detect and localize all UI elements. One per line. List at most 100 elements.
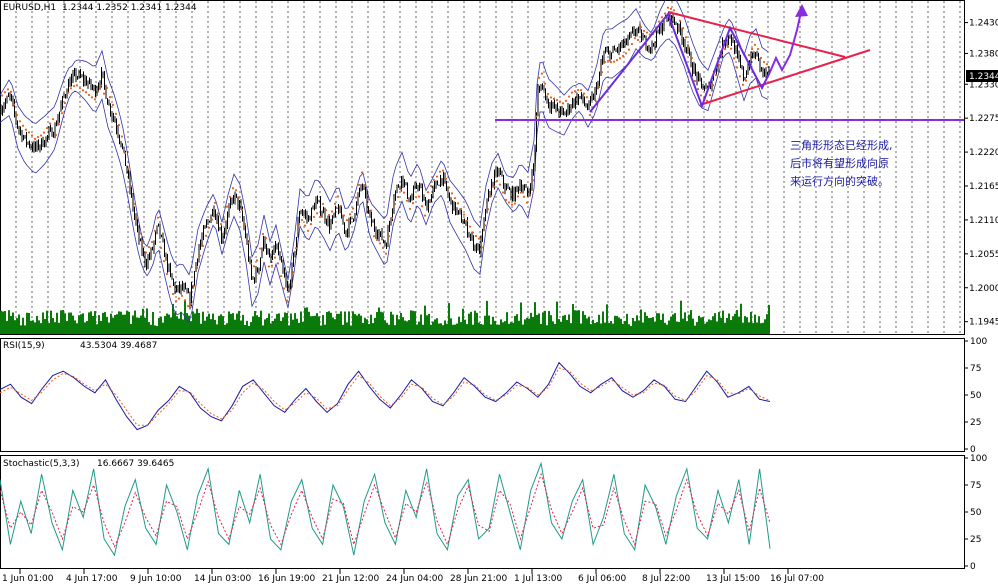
volume-bar bbox=[564, 314, 566, 334]
volume-bar bbox=[232, 313, 234, 334]
volume-bar bbox=[306, 307, 308, 334]
volume-bar bbox=[28, 312, 30, 334]
series-rsi bbox=[0, 361, 771, 431]
sar-dot bbox=[408, 207, 412, 210]
sar-dot bbox=[195, 266, 199, 270]
volume-bar bbox=[338, 313, 340, 334]
annotation-line-3: 来运行方向的突破。 bbox=[790, 174, 889, 188]
volume-bar bbox=[700, 317, 702, 334]
volume-bar bbox=[318, 316, 320, 334]
sar-dot bbox=[567, 95, 571, 98]
sar-dot bbox=[678, 19, 682, 22]
volume-bar bbox=[436, 318, 438, 334]
volume-bar bbox=[26, 312, 28, 334]
sar-dot bbox=[762, 60, 766, 64]
sar-dot bbox=[132, 202, 136, 205]
annotation-line-2: 后市将有望形成向原 bbox=[790, 156, 889, 170]
sar-dot bbox=[345, 219, 349, 222]
volume-bar bbox=[482, 324, 484, 334]
volume-bar bbox=[314, 315, 316, 334]
volume-bar bbox=[374, 317, 376, 334]
sar-dot bbox=[312, 215, 316, 219]
volume-bar bbox=[728, 313, 730, 334]
sar-dot bbox=[645, 31, 649, 34]
volume-bar bbox=[398, 319, 400, 334]
sar-dot bbox=[693, 79, 697, 83]
sar-dot bbox=[105, 86, 109, 89]
volume-bar bbox=[70, 312, 72, 334]
volume-bar bbox=[20, 325, 22, 334]
sar-dot bbox=[621, 54, 625, 58]
price-candles bbox=[0, 11, 770, 310]
sar-dot bbox=[432, 178, 436, 182]
sar-dot bbox=[264, 237, 268, 240]
x-tick-label: 1 Jul 13:00 bbox=[514, 574, 563, 584]
sar-dot bbox=[324, 209, 328, 212]
sar-dot bbox=[738, 75, 742, 78]
sar-dot bbox=[612, 60, 616, 63]
sar-dot bbox=[507, 201, 511, 204]
sar-dot bbox=[714, 73, 718, 77]
volume-bar bbox=[460, 322, 462, 334]
ohlc-label: 1.2344 1.2352 1.2341 1.2344 bbox=[62, 3, 197, 13]
sar-dot bbox=[390, 217, 394, 220]
volume-bar bbox=[734, 313, 736, 334]
sar-dot bbox=[504, 198, 508, 202]
volume-bar bbox=[260, 310, 262, 334]
wave-line bbox=[589, 11, 771, 113]
lower-band bbox=[0, 38, 769, 324]
volume-bar bbox=[442, 325, 444, 334]
sar-dot bbox=[435, 175, 439, 178]
volume-bar bbox=[674, 313, 676, 334]
volume-bar bbox=[130, 323, 132, 334]
sar-dot bbox=[69, 87, 73, 90]
sar-dot bbox=[261, 232, 265, 236]
volume-bar bbox=[52, 318, 54, 334]
sar-dot bbox=[285, 299, 289, 302]
osc-tick-label: 0 bbox=[970, 562, 976, 572]
sar-dot bbox=[723, 47, 727, 51]
price-tick-label: 1.1945 bbox=[969, 318, 998, 328]
volume-bar bbox=[320, 325, 322, 334]
sar-dot bbox=[0, 94, 4, 97]
volume-bar bbox=[388, 324, 390, 334]
sar-dot bbox=[126, 167, 130, 171]
sar-dot bbox=[99, 84, 103, 87]
sar-dot bbox=[357, 183, 361, 187]
sar-dot bbox=[717, 63, 721, 66]
volume-bar bbox=[462, 308, 464, 334]
sar-dot bbox=[222, 218, 226, 221]
sar-dot bbox=[117, 123, 121, 127]
volume-bar bbox=[102, 312, 104, 334]
sar-dot bbox=[207, 226, 211, 229]
volume-bar bbox=[96, 324, 98, 334]
volume-bar bbox=[746, 317, 748, 334]
sar-dot bbox=[690, 56, 694, 60]
volume-bar bbox=[316, 313, 318, 334]
volume-bar bbox=[446, 323, 448, 334]
sar-dot bbox=[336, 195, 340, 198]
volume-bar bbox=[376, 312, 378, 334]
volume-bar bbox=[310, 316, 312, 334]
volume-bar bbox=[754, 314, 756, 334]
volume-bar bbox=[722, 310, 724, 334]
volume-bar bbox=[134, 310, 136, 334]
stochastic-label: Stochastic(5,3,3) bbox=[3, 459, 80, 469]
volume-bar bbox=[226, 323, 228, 334]
volume-bar bbox=[402, 317, 404, 334]
volume-bar bbox=[370, 314, 372, 334]
sar-dot bbox=[15, 113, 19, 117]
osc-tick-label: 75 bbox=[970, 364, 981, 374]
sar-dot bbox=[513, 202, 517, 205]
rsi-lines bbox=[0, 361, 771, 431]
volume-bar bbox=[676, 321, 678, 334]
volume-bar bbox=[288, 325, 290, 334]
sar-dot bbox=[18, 120, 22, 123]
sar-dot bbox=[543, 82, 547, 85]
volume-bar bbox=[664, 322, 666, 334]
sar-dot bbox=[522, 195, 526, 198]
sar-dot bbox=[123, 151, 127, 155]
volume-bar bbox=[148, 322, 150, 334]
sar-dot bbox=[153, 229, 157, 232]
sar-dot bbox=[459, 207, 463, 210]
